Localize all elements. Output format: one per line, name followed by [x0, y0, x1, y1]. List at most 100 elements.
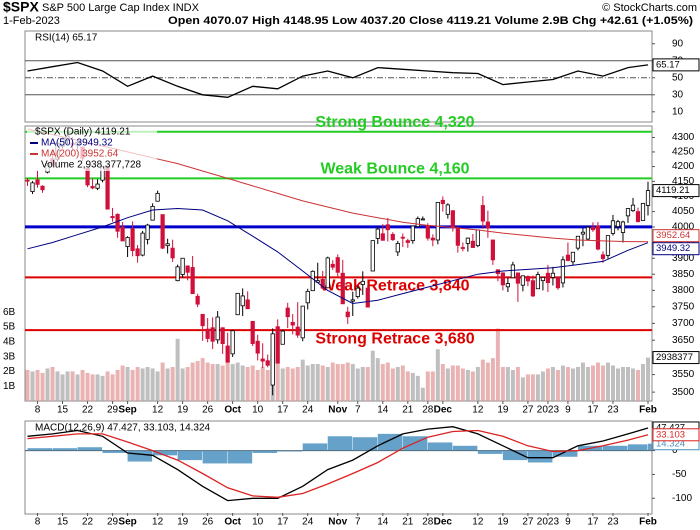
volume-bar [355, 368, 360, 401]
instrument-name: S&P 500 Large Cap Index INDX [42, 2, 200, 14]
volume-bar [635, 369, 640, 401]
y-tick-label: 4250 [672, 147, 695, 158]
candle-body [425, 224, 430, 239]
volume-bar [455, 365, 460, 401]
candle-body [300, 305, 305, 339]
volume-bar [70, 371, 75, 401]
candle-body [115, 213, 120, 232]
candle-body [235, 292, 240, 316]
candle-body [230, 330, 235, 355]
candle-body [145, 224, 150, 240]
candle-body [170, 247, 175, 259]
x-tick-label: 21 [402, 517, 414, 528]
volume-bar [505, 366, 510, 401]
volume-bar [535, 374, 540, 401]
volume-bar [60, 374, 65, 401]
volume-tick-label: 3B [3, 351, 16, 362]
x-tick-label: 28 [422, 405, 434, 416]
candle-body [110, 216, 115, 219]
candle-body [190, 267, 195, 295]
candle-body [405, 240, 410, 243]
volume-bar [220, 365, 225, 401]
volume-bar [75, 374, 80, 401]
volume-bar [200, 358, 205, 401]
candle-body [30, 182, 35, 192]
volume-bar [185, 366, 190, 401]
legend-entry: Volume 2,938,377,728 [41, 160, 142, 171]
volume-bar [230, 364, 235, 401]
volume-bar [175, 338, 180, 401]
candle-body [215, 316, 220, 341]
x-tick-label: 9 [565, 405, 571, 416]
x-tick-label: 29 [107, 517, 119, 528]
candle-body [245, 299, 250, 310]
x-tick-label: 7 [355, 517, 361, 528]
x-tick-label: 26 [202, 517, 214, 528]
volume-bar [480, 359, 485, 401]
candle-body [185, 265, 190, 273]
volume-bar [45, 368, 50, 401]
value-box [652, 229, 700, 243]
candle-body [355, 287, 360, 297]
candle-body [475, 229, 480, 247]
legend-entry: $SPX (Daily) 4119.21 [35, 127, 131, 138]
x-tick-label: 29 [107, 405, 119, 416]
volume-bar [510, 369, 515, 401]
x-tick-label: 21 [402, 405, 414, 416]
quote: Open 4070.07 High 4148.95 Low 4037.20 Cl… [168, 15, 693, 27]
volume-bar [310, 364, 315, 401]
volume-bar [390, 368, 395, 401]
candle-body [585, 226, 591, 240]
x-tick-label: 19 [177, 517, 189, 528]
date: 1-Feb-2023 [3, 15, 60, 27]
candle-body [560, 259, 566, 284]
volume-bar [350, 364, 355, 401]
volume-bar [325, 366, 330, 401]
volume-bar [260, 366, 265, 401]
volume-bar [80, 369, 85, 401]
volume-tick-label: 5B [3, 322, 16, 333]
candle-body [550, 272, 556, 278]
volume-bar [515, 366, 520, 401]
candle-body [340, 272, 345, 305]
candle-body [595, 225, 601, 250]
volume-bar [265, 369, 270, 401]
volume-bar [170, 366, 175, 401]
candle-body [95, 183, 100, 189]
volume-bar [550, 366, 555, 401]
x-tick-label: Nov [328, 405, 347, 416]
level-label: Strong Retrace 3,680 [315, 330, 474, 347]
candle-body [35, 179, 40, 185]
histogram-bar [302, 443, 328, 451]
volume-bar [115, 369, 120, 401]
x-tick-label: 12 [472, 405, 484, 416]
histogram-bar [202, 450, 228, 464]
candle-body [280, 330, 285, 345]
volume-bar [205, 362, 210, 401]
candle-body [255, 340, 260, 354]
volume-bar [620, 366, 625, 401]
value-box-label: 47.427 [656, 422, 685, 433]
candle-body [430, 237, 435, 241]
volume-bar [360, 366, 365, 401]
candle-body [345, 311, 350, 318]
candle-body [380, 233, 385, 241]
line [27, 207, 649, 305]
volume-bar [30, 371, 35, 401]
candle-body [635, 211, 641, 223]
candle-body [350, 299, 355, 302]
level-label: Strong Bounce 4,320 [315, 114, 474, 131]
volume-bar [345, 362, 350, 401]
value-box [652, 428, 700, 442]
y-tick-label: 3500 [672, 387, 695, 398]
x-tick-label: 9 [565, 517, 571, 528]
histogram-bar [52, 448, 78, 451]
x-tick-label: 19 [497, 405, 509, 416]
y-tick-label: 90 [672, 38, 684, 49]
candle-body [120, 226, 125, 242]
y-tick-label: 10 [672, 106, 684, 117]
candle-body [205, 328, 210, 339]
candle-body [225, 345, 230, 363]
volume-bar [95, 374, 100, 401]
x-tick-label: 19 [497, 517, 509, 528]
